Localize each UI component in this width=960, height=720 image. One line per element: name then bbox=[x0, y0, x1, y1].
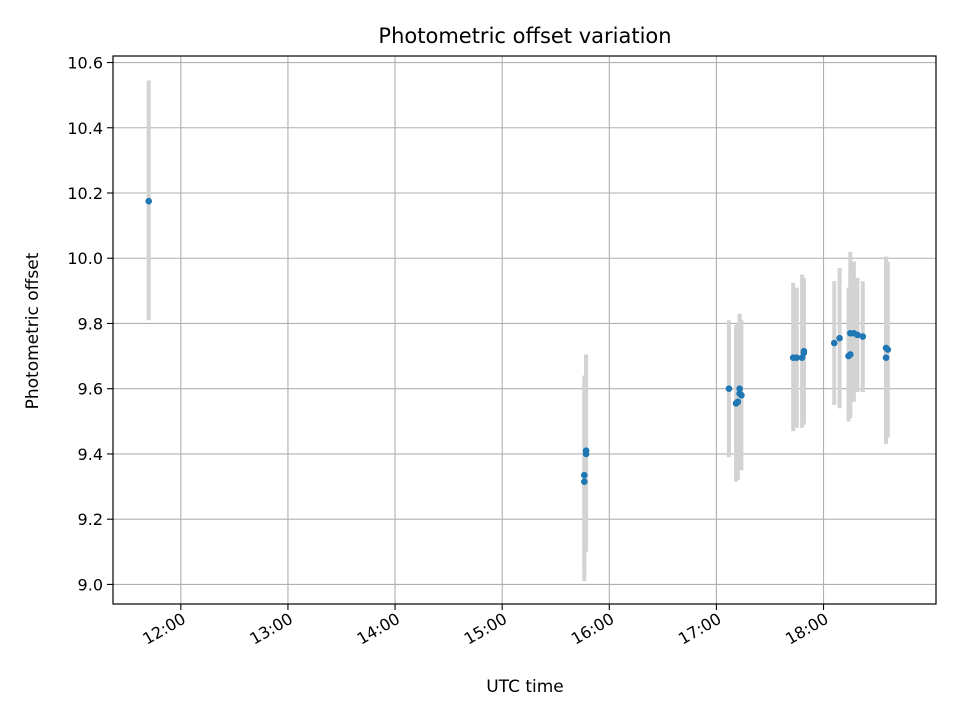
data-point bbox=[884, 346, 892, 353]
y-tick-label: 10.4 bbox=[67, 119, 103, 138]
data-point bbox=[736, 385, 743, 393]
x-tick-label: 14:00 bbox=[354, 609, 403, 649]
data-point bbox=[830, 339, 838, 347]
y-tick-label: 10.0 bbox=[67, 249, 103, 268]
x-tick-label: 13:00 bbox=[247, 609, 296, 649]
data-point bbox=[734, 398, 742, 406]
x-tick-label: 12:00 bbox=[139, 609, 188, 649]
grid-lines bbox=[113, 56, 936, 604]
y-tick-label: 9.8 bbox=[78, 314, 103, 333]
data-point bbox=[836, 334, 843, 342]
error-bars bbox=[146, 80, 890, 582]
y-tick-label: 10.6 bbox=[67, 54, 103, 73]
data-point bbox=[793, 354, 801, 362]
x-tick-label: 18:00 bbox=[782, 609, 831, 649]
data-point bbox=[882, 354, 890, 362]
data-point bbox=[725, 385, 733, 393]
data-point bbox=[581, 478, 588, 485]
data-point bbox=[145, 197, 153, 205]
y-tick-label: 10.2 bbox=[67, 184, 103, 203]
data-point bbox=[847, 351, 854, 358]
y-tick-label: 9.4 bbox=[78, 445, 103, 464]
x-tick-label: 15:00 bbox=[461, 609, 510, 649]
x-tick-label: 16:00 bbox=[568, 609, 617, 649]
y-axis-ticks: 9.0 9.2 9.4 9.6 9.8 10.0 10.2 10.4 10.6 bbox=[67, 54, 113, 594]
data-point bbox=[581, 471, 588, 479]
data-point bbox=[800, 347, 808, 355]
data-point bbox=[854, 331, 861, 339]
x-axis-ticks: 12:00 13:00 14:00 15:00 16:00 17:00 18:00 bbox=[139, 604, 832, 649]
data-point bbox=[859, 333, 867, 340]
x-tick-label: 17:00 bbox=[675, 609, 724, 649]
chart-title: Photometric offset variation bbox=[378, 24, 671, 48]
data-points bbox=[145, 197, 892, 485]
y-tick-label: 9.2 bbox=[78, 510, 103, 529]
y-tick-label: 9.6 bbox=[78, 380, 103, 399]
y-tick-label: 9.0 bbox=[78, 575, 103, 594]
x-axis-label: UTC time bbox=[486, 677, 564, 697]
data-point bbox=[582, 447, 590, 454]
y-axis-label: Photometric offset bbox=[23, 252, 43, 409]
data-point bbox=[738, 391, 745, 399]
plot-frame bbox=[112, 55, 937, 605]
